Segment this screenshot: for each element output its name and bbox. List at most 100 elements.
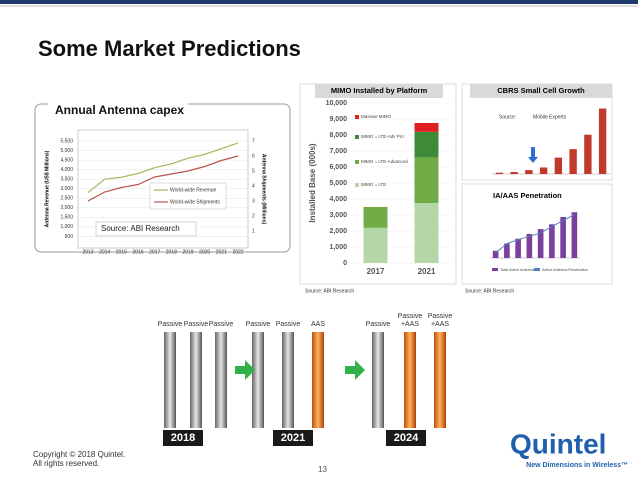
y-tick-label: 7,000 bbox=[329, 148, 347, 155]
legend-swatch bbox=[355, 160, 359, 164]
bar-segment bbox=[414, 131, 439, 158]
antenna-label: Passive bbox=[209, 321, 234, 328]
legend-label: MIMO = LTE-Adv Pro bbox=[361, 134, 404, 139]
legend-swatch bbox=[355, 183, 359, 187]
y-tick-label: 3,000 bbox=[60, 186, 73, 192]
y-tick-label: 4,500 bbox=[60, 157, 73, 163]
y2-tick-label: 6 bbox=[252, 153, 255, 159]
y-tick-label: 5,500 bbox=[60, 138, 73, 144]
bar bbox=[554, 157, 563, 174]
x-tick-label: 2020 bbox=[199, 249, 210, 255]
y-tick-label: 500 bbox=[65, 234, 74, 240]
year-label: 2024 bbox=[394, 432, 419, 444]
cbrs-tab bbox=[470, 84, 612, 98]
x-tick-label: 2015 bbox=[116, 249, 127, 255]
chart-title: MIMO Installed by Platform bbox=[331, 86, 428, 95]
bar bbox=[598, 108, 607, 174]
y-tick-label: 1,500 bbox=[60, 215, 73, 221]
x-tick-label: 2018 bbox=[166, 249, 177, 255]
bar bbox=[495, 172, 504, 174]
bar bbox=[549, 224, 555, 258]
bar bbox=[537, 229, 544, 258]
x-tick-label: 2021 bbox=[418, 267, 436, 276]
y-tick-label: 2,000 bbox=[60, 205, 73, 211]
legend-swatch bbox=[355, 135, 359, 139]
y-tick-label: 4,000 bbox=[60, 167, 73, 173]
y-axis-title: Antenna Revenue (US$ Millions) bbox=[44, 150, 50, 227]
y2-tick-label: 5 bbox=[252, 168, 255, 174]
legend-label: World-wide Shipments bbox=[170, 199, 220, 205]
bar-segment bbox=[363, 227, 388, 263]
y-tick-label: 5,000 bbox=[329, 180, 347, 187]
bar bbox=[584, 134, 592, 174]
antenna-label: AAS bbox=[311, 321, 325, 328]
bar-segment bbox=[414, 157, 439, 203]
source: Source: ABI Research bbox=[305, 288, 354, 294]
antenna-label: Passive bbox=[428, 313, 453, 320]
legend-label: Active Antenna Penetration bbox=[542, 268, 588, 272]
legend-swatch bbox=[534, 268, 540, 271]
legend-label: MIMO = LTE bbox=[361, 182, 386, 187]
source: Source: ABI Research bbox=[465, 288, 514, 294]
y2-axis-title: Antenna Shipments (Millions) bbox=[261, 154, 267, 225]
y2-tick-label: 4 bbox=[252, 183, 255, 189]
antenna-label: Passive bbox=[246, 321, 271, 328]
y2-tick-label: 7 bbox=[252, 138, 255, 144]
antenna-label: Passive bbox=[276, 321, 301, 328]
year-box bbox=[163, 430, 203, 446]
x-tick-label: 2017 bbox=[149, 249, 160, 255]
y-tick-label: 5,000 bbox=[60, 148, 73, 154]
bar bbox=[569, 149, 577, 174]
cbrs-panel bbox=[461, 83, 613, 181]
legend-label: World-wide Revenue bbox=[170, 187, 217, 193]
bar-segment bbox=[414, 123, 439, 132]
bar-segment bbox=[414, 203, 439, 263]
page-number: 13 bbox=[318, 465, 327, 474]
legend-swatch bbox=[355, 115, 359, 119]
y2-tick-label: 2 bbox=[252, 213, 255, 219]
bar bbox=[526, 233, 533, 258]
bar bbox=[560, 217, 566, 258]
y-tick-label: 4,000 bbox=[329, 196, 347, 203]
antenna-label: Passive bbox=[398, 313, 423, 320]
year-box bbox=[386, 430, 426, 446]
antenna bbox=[434, 332, 446, 428]
year-label: 2018 bbox=[171, 432, 195, 444]
y-tick-label: 2,500 bbox=[60, 196, 73, 202]
antenna bbox=[282, 332, 294, 428]
antenna-label: Passive bbox=[158, 321, 183, 328]
antenna bbox=[190, 332, 202, 428]
y-tick-label: 1,000 bbox=[60, 224, 73, 230]
y-axis-title: Installed Base (000s) bbox=[308, 143, 317, 222]
legend-label: Massive MIMO bbox=[361, 114, 392, 119]
y-tick-label: 3,000 bbox=[329, 212, 347, 219]
logo: Quintel bbox=[510, 428, 606, 459]
tagline: New Dimensions in Wireless™ bbox=[526, 462, 628, 469]
line bbox=[87, 142, 239, 194]
y-tick-label: 10,000 bbox=[326, 100, 348, 107]
mimo-tab bbox=[315, 84, 443, 98]
antenna-label: Passive bbox=[184, 321, 209, 328]
y-tick-label: 0 bbox=[343, 260, 347, 267]
bar bbox=[492, 250, 499, 258]
antenna bbox=[252, 332, 264, 428]
x-tick-label: 2014 bbox=[99, 249, 110, 255]
antenna bbox=[215, 332, 227, 428]
slide-title: Some Market Predictions bbox=[38, 36, 301, 61]
legend bbox=[149, 182, 227, 210]
line bbox=[495, 214, 575, 254]
y2-tick-label: 1 bbox=[252, 228, 255, 234]
antenna bbox=[164, 332, 176, 428]
x-tick-label: 2016 bbox=[132, 249, 143, 255]
legend-label: MIMO = LTE-Advanced bbox=[361, 159, 408, 164]
y2-tick-label: 3 bbox=[252, 198, 255, 204]
antenna bbox=[312, 332, 324, 428]
bar bbox=[539, 167, 548, 174]
x-tick-label: 2019 bbox=[182, 249, 193, 255]
antenna-label: +AAS bbox=[431, 321, 449, 328]
legend-swatch bbox=[492, 268, 498, 271]
antenna-label: +AAS bbox=[401, 321, 419, 328]
top-bar bbox=[0, 0, 638, 4]
arrow bbox=[345, 360, 365, 380]
